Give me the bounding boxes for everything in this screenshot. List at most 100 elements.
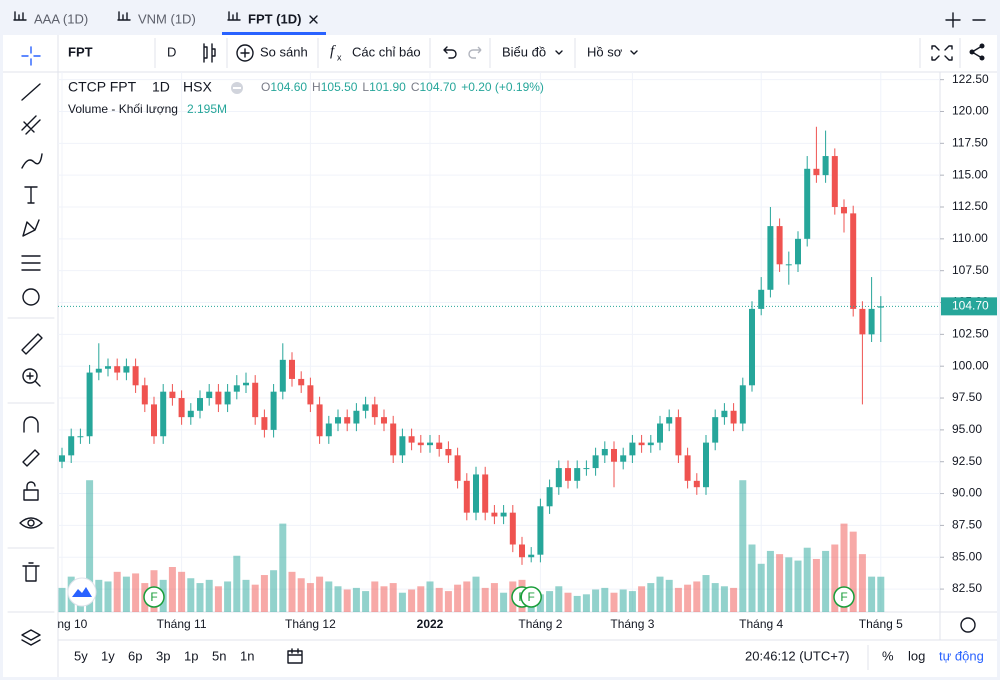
- profile-menu[interactable]: Hồ sơ: [587, 44, 623, 59]
- volume-bar: [362, 591, 370, 612]
- range-button[interactable]: 5n: [212, 648, 226, 663]
- volume-bar: [840, 523, 848, 612]
- candle-body: [647, 442, 654, 446]
- chart-style[interactable]: [203, 43, 216, 63]
- auto-toggle[interactable]: tự động: [939, 648, 984, 663]
- plot: FFFF: [58, 72, 940, 612]
- prediction[interactable]: [21, 255, 41, 271]
- event-marker: [143, 586, 165, 608]
- range-button[interactable]: 3p: [156, 648, 170, 663]
- y-tick-label: 85.00: [952, 549, 982, 563]
- volume-bar: [178, 571, 186, 612]
- compare[interactable]: So sánh: [260, 44, 308, 59]
- delete[interactable]: [22, 562, 40, 582]
- tab[interactable]: AAA (1D): [34, 11, 88, 26]
- candle-body: [537, 506, 544, 555]
- candle-body: [353, 410, 360, 424]
- visibility[interactable]: [19, 517, 43, 529]
- close-tab[interactable]: [309, 15, 318, 24]
- range-button[interactable]: 6p: [128, 648, 142, 663]
- candle-body: [151, 404, 157, 437]
- candle-body: [206, 391, 213, 399]
- range-button[interactable]: 5y: [74, 648, 88, 663]
- symbol[interactable]: FPT: [68, 44, 93, 59]
- range-button[interactable]: 1n: [240, 648, 254, 663]
- volume-bar: [794, 560, 802, 612]
- magnet[interactable]: [23, 416, 39, 433]
- volume-bar: [113, 571, 121, 612]
- chart-menu[interactable]: Biểu đồ: [502, 44, 546, 59]
- range-button[interactable]: 1p: [184, 648, 198, 663]
- object-tree[interactable]: [21, 629, 41, 646]
- candle-body: [509, 512, 516, 545]
- fullscreen[interactable]: [931, 45, 953, 61]
- candle-body: [546, 487, 553, 507]
- candle-body: [335, 417, 341, 424]
- candle-body: [749, 308, 755, 386]
- ruler[interactable]: [21, 333, 43, 355]
- volume-bar: [500, 592, 508, 612]
- volume-bar: [536, 594, 544, 612]
- volume-bar: [196, 583, 204, 612]
- candle-body: [730, 410, 737, 424]
- crosshair[interactable]: [21, 46, 41, 66]
- tab-icon: [117, 11, 131, 21]
- volume-bar: [316, 576, 324, 612]
- security-name: CTCP FPT: [68, 79, 137, 95]
- candle-body: [289, 359, 295, 379]
- lock[interactable]: [23, 489, 39, 501]
- add-tab[interactable]: [945, 12, 961, 28]
- candle-body: [473, 474, 479, 513]
- candle-body: [831, 156, 838, 207]
- event-marker: [520, 586, 542, 608]
- tab-icon: [13, 11, 27, 21]
- redo[interactable]: [468, 46, 482, 59]
- pattern[interactable]: [22, 219, 40, 237]
- legend-interval: 1D: [152, 79, 170, 95]
- volume-bar: [693, 581, 701, 612]
- candle-body: [261, 417, 268, 430]
- fx-icon: f: [330, 43, 336, 59]
- volume-bar: [122, 576, 130, 612]
- candle-body: [500, 512, 507, 517]
- emoji[interactable]: [22, 288, 40, 306]
- undo[interactable]: [443, 46, 457, 59]
- candle-body: [859, 308, 866, 335]
- volume-bar: [417, 586, 425, 612]
- tab[interactable]: VNM (1D): [138, 11, 196, 26]
- volume-bar: [371, 581, 379, 612]
- candle-body: [638, 442, 645, 446]
- candle-body: [565, 468, 571, 481]
- volume-bar: [702, 575, 710, 612]
- lock-drawing[interactable]: [22, 449, 40, 467]
- volume-bar: [803, 547, 811, 612]
- date-range[interactable]: [287, 648, 303, 664]
- trend-line[interactable]: [21, 83, 41, 101]
- volume-bar: [132, 573, 140, 612]
- chart-legend: CTCP FPT 1D HSX O104.60 H105.50 L101.90 C10…: [68, 79, 544, 116]
- tab[interactable]: FPT (1D): [248, 11, 301, 26]
- volume-bar: [251, 584, 259, 612]
- candle-body: [822, 156, 829, 176]
- brush[interactable]: [21, 153, 43, 169]
- interval[interactable]: D: [167, 44, 176, 59]
- text-tool[interactable]: [24, 186, 38, 204]
- candle-body: [684, 455, 691, 481]
- zoom[interactable]: [22, 368, 38, 384]
- settings[interactable]: [960, 617, 976, 633]
- candle-body: [592, 455, 599, 469]
- percent-toggle[interactable]: %: [882, 648, 894, 663]
- volume-bar: [444, 591, 452, 612]
- volume-bar: [564, 592, 572, 612]
- volume-bar: [877, 576, 885, 612]
- compare-icon: [240, 48, 250, 58]
- volume-bar: [472, 576, 480, 612]
- range-button[interactable]: 1y: [101, 648, 115, 663]
- volume-bar: [279, 523, 287, 612]
- log-toggle[interactable]: log: [908, 648, 925, 663]
- volume-bar: [325, 581, 333, 612]
- fx-icon: x: [337, 52, 342, 62]
- indicators[interactable]: Các chỉ báo: [352, 44, 421, 59]
- candle-body: [215, 391, 222, 405]
- fib[interactable]: [21, 115, 41, 135]
